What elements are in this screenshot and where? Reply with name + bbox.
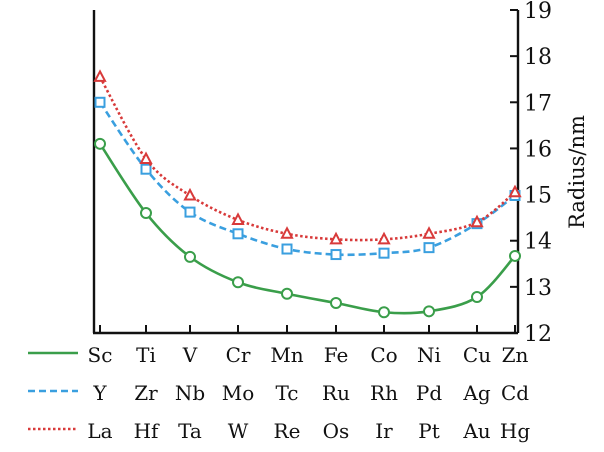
element-label: Au: [462, 419, 490, 443]
data-point-circle: [330, 297, 342, 310]
y-tick-label: 19: [524, 0, 552, 24]
data-point-square: [378, 247, 390, 259]
element-label: Rh: [370, 381, 398, 405]
data-point-circle: [509, 249, 521, 262]
element-label: Hf: [134, 419, 160, 443]
element-label: Ta: [178, 419, 202, 443]
data-point-triangle: [231, 212, 245, 225]
element-label: V: [182, 343, 198, 367]
element-label: Zn: [502, 343, 529, 367]
element-label: Pt: [418, 419, 440, 443]
element-label: Ru: [322, 381, 350, 405]
element-label: Fe: [324, 343, 349, 367]
y-tick-label: 16: [524, 137, 552, 162]
element-label: Sc: [88, 343, 113, 367]
data-point-triangle: [329, 231, 343, 245]
element-label: Os: [323, 419, 350, 443]
data-point-circle: [378, 306, 390, 319]
y-axis-label: Radius/nm: [565, 115, 589, 229]
y-tick-label: 15: [524, 184, 552, 209]
element-label: Ir: [375, 419, 393, 443]
data-point-triangle: [139, 151, 153, 165]
element-label: Mo: [222, 381, 255, 405]
data-point-circle: [471, 291, 483, 304]
element-label: Hg: [500, 419, 530, 443]
element-label: Cu: [463, 343, 491, 367]
data-point-triangle: [183, 187, 197, 201]
data-point-circle: [94, 137, 106, 150]
data-point-circle: [184, 250, 196, 263]
element-label: Tc: [276, 381, 299, 405]
element-label: Ni: [417, 343, 441, 367]
series-line: [98, 76, 516, 242]
element-label: Cr: [226, 343, 251, 367]
y-tick-label: 14: [524, 230, 552, 255]
y-ticks: 12 13 14 15 16 17 18 19: [510, 0, 552, 347]
data-point-circle: [423, 305, 435, 318]
element-label: Ti: [136, 343, 156, 367]
data-point-triangle: [422, 226, 436, 239]
data-point-square: [281, 243, 293, 255]
legend-and-category-labels: Sc Ti V Cr Mn Fe Co Ni Cu Zn Y Zr Nb Mo Tc Ru Rh Pd Ag Cd La…: [28, 343, 530, 443]
data-point-triangle: [508, 184, 522, 198]
y-tick-label: 18: [524, 45, 552, 70]
series-3: [93, 69, 522, 245]
element-label: La: [87, 419, 112, 443]
data-point-triangle: [93, 69, 107, 82]
data-point-circle: [232, 276, 244, 289]
x-ticks: [99, 325, 516, 333]
data-point-square: [184, 206, 196, 218]
data-point-square: [140, 163, 152, 175]
data-point-square: [94, 96, 106, 108]
data-point-triangle: [377, 231, 391, 245]
series-layer: [93, 69, 522, 319]
element-label: Nb: [175, 381, 205, 405]
series-line: [98, 101, 516, 257]
y-tick-label: 12: [524, 322, 552, 347]
y-tick-label: 13: [524, 276, 552, 301]
element-label: Y: [92, 381, 107, 405]
element-label: Zr: [134, 381, 158, 405]
data-point-circle: [281, 287, 293, 300]
data-point-circle: [140, 207, 152, 220]
element-label: Co: [370, 343, 397, 367]
data-point-triangle: [280, 226, 294, 239]
data-point-triangle: [470, 214, 484, 228]
element-label: Pd: [416, 381, 442, 405]
series-line: [98, 143, 516, 315]
element-label: Re: [274, 419, 301, 443]
series-1: [94, 137, 521, 319]
series-2: [94, 96, 521, 261]
element-label: Cd: [501, 381, 529, 405]
y-tick-label: 17: [524, 91, 552, 116]
element-label: Ag: [462, 381, 490, 405]
element-label: W: [228, 419, 249, 443]
data-point-square: [330, 249, 342, 261]
data-point-square: [423, 242, 435, 254]
data-point-square: [232, 228, 244, 240]
element-label: Mn: [270, 343, 303, 367]
